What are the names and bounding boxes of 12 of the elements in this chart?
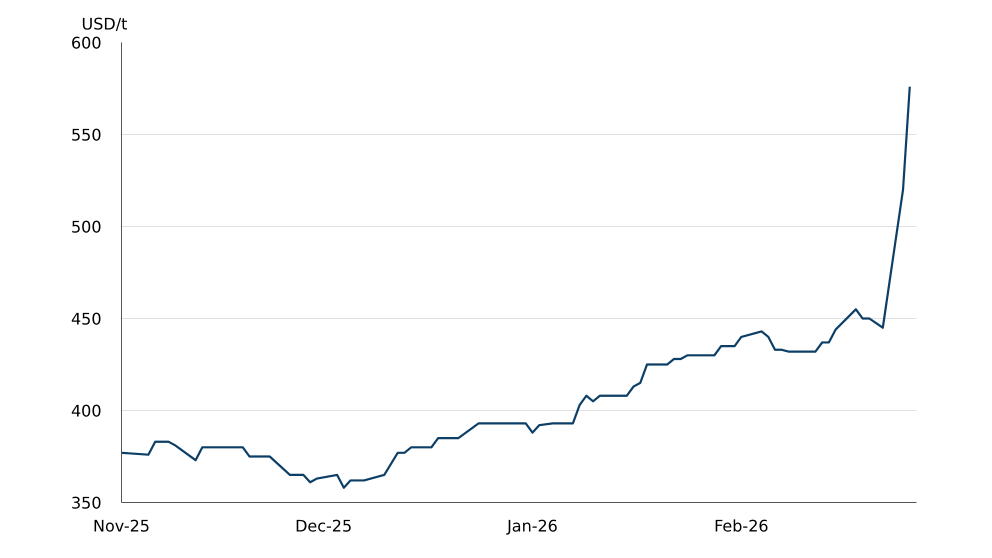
y-tick-label: 500: [70, 218, 102, 236]
x-tick-label: Jan-26: [506, 516, 558, 536]
y-tick-label: 600: [70, 34, 102, 52]
x-tick-label: Nov-25: [93, 516, 150, 536]
y-tick-label: 350: [70, 494, 102, 512]
x-tick-label: Feb-26: [714, 516, 769, 536]
x-tick-label: Dec-25: [295, 516, 352, 536]
line-series: [122, 86, 911, 489]
y-tick-label: 400: [70, 402, 102, 420]
y-axis-title: USD/t: [82, 14, 128, 34]
y-tick-label: 450: [70, 310, 102, 328]
y-tick-label: 550: [70, 126, 102, 144]
